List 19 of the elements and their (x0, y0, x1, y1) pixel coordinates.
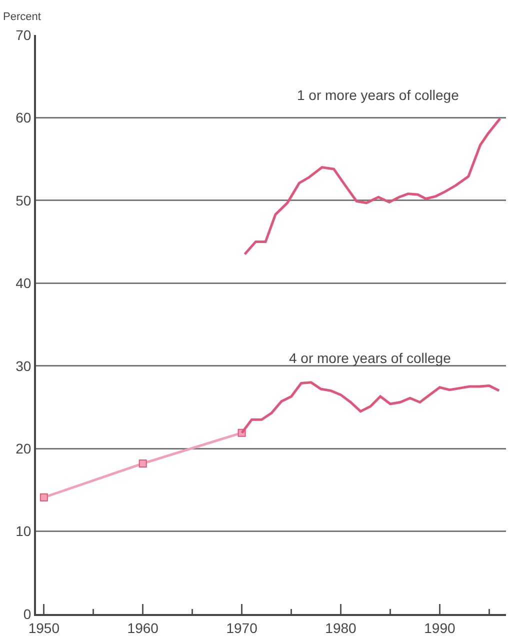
text: 1 or more years of college (297, 87, 460, 103)
x-tick-label: 1970 (226, 620, 258, 636)
y-tick-label: 20 (16, 440, 32, 456)
point (138, 459, 147, 468)
x-tick-label: 1950 (28, 620, 60, 636)
point (40, 493, 48, 502)
y-tick-label: 10 (16, 523, 32, 540)
y-tick-label: 40 (16, 275, 32, 292)
y-tick-label: 0 (23, 606, 32, 622)
y-tick-label: 30 (16, 358, 32, 374)
line-series (244, 117, 502, 256)
y-tick-label: 60 (16, 110, 32, 126)
x-tick-label: 1980 (325, 620, 357, 636)
y-tick-label: 50 (16, 192, 32, 208)
series-label: 4 or more years of college (289, 350, 452, 366)
y-axis-title: Percent (3, 11, 41, 23)
x-tick-label: 1960 (127, 620, 159, 636)
y-tick-label: 70 (16, 26, 32, 43)
x-tick-label: 1990 (424, 620, 456, 636)
